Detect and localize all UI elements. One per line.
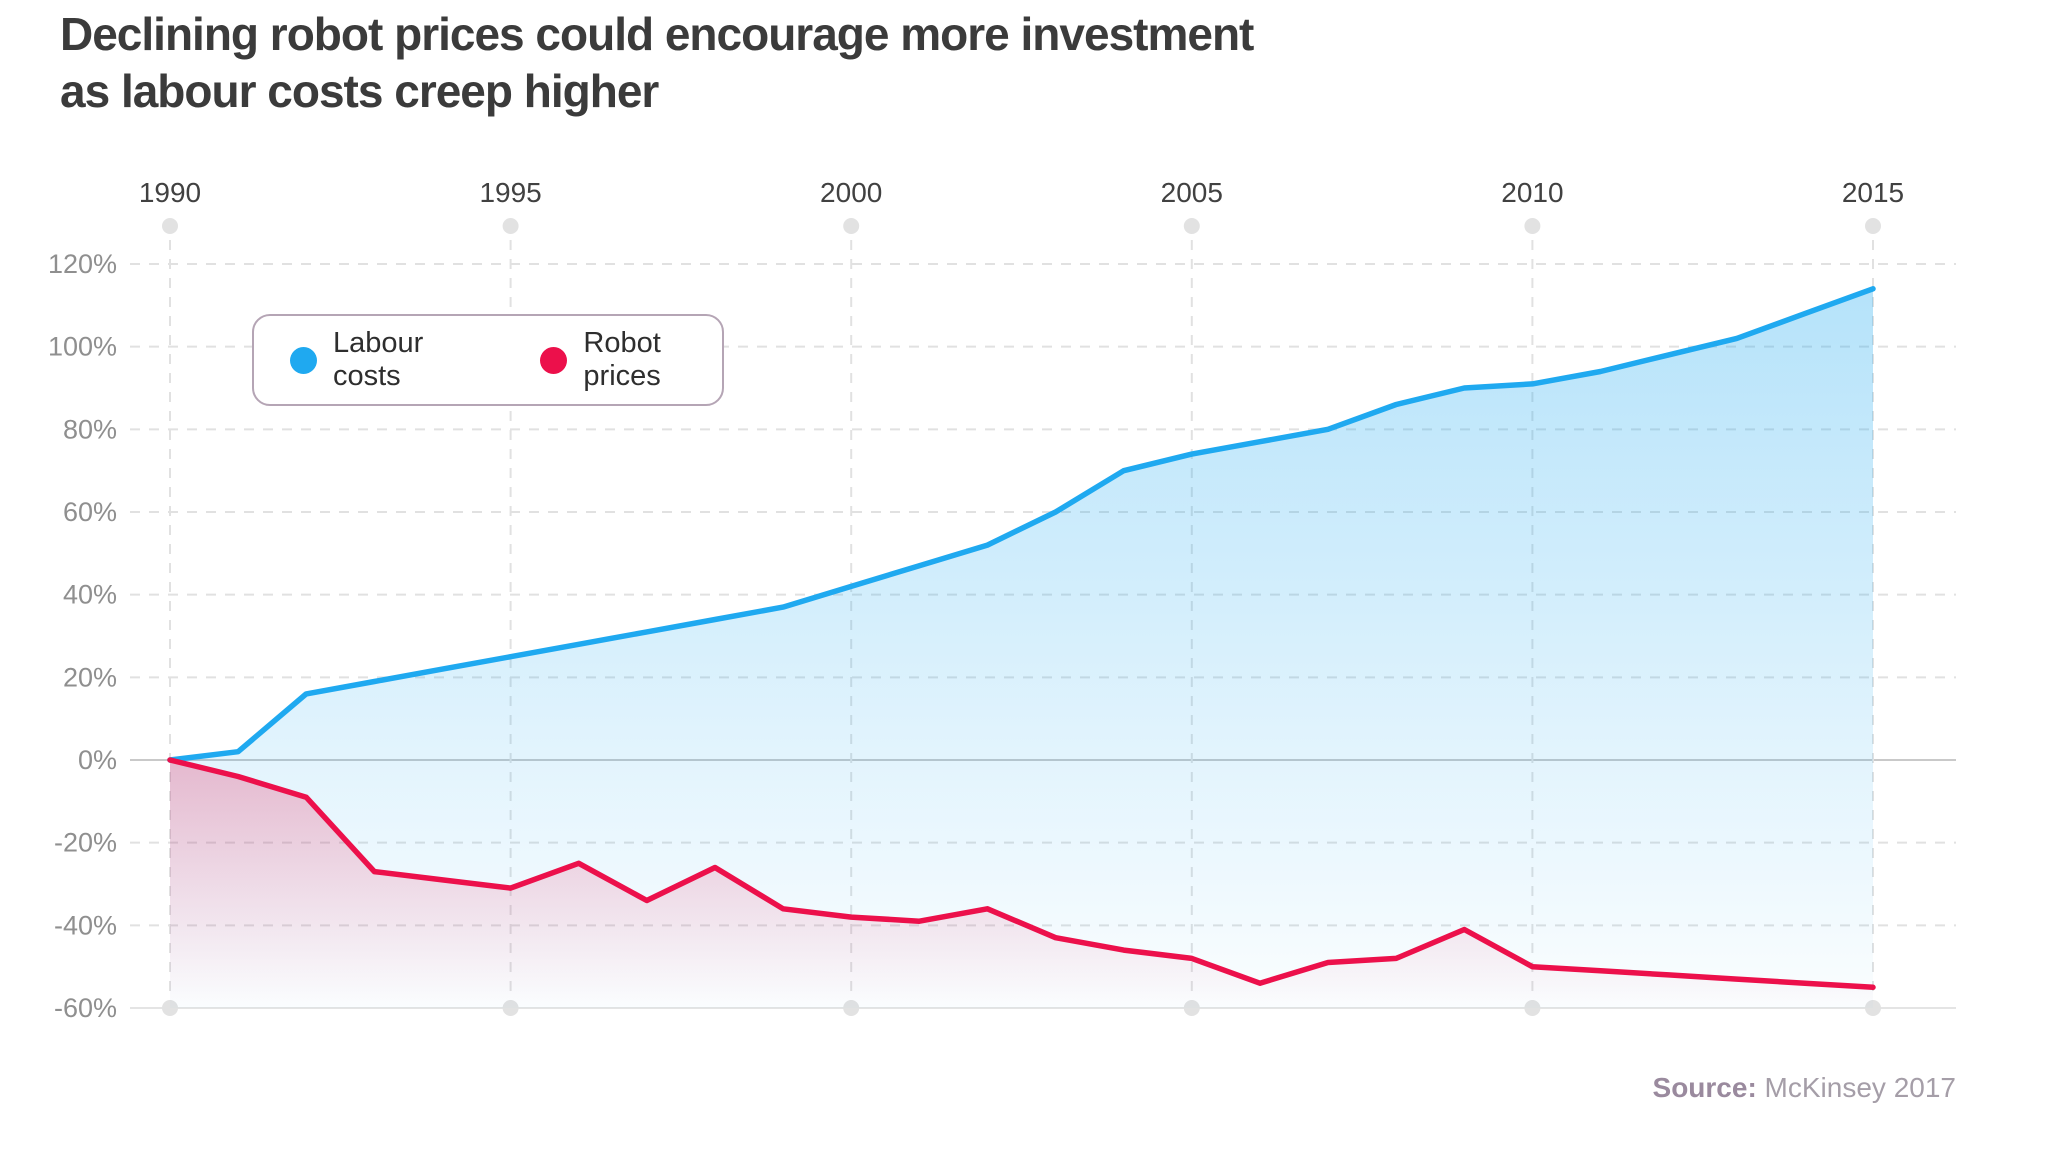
x-axis-label: 2005 xyxy=(1161,177,1223,208)
y-axis-label: 120% xyxy=(48,249,117,279)
chart-legend: Labour costs Robot prices xyxy=(252,314,724,406)
y-axis-label: 40% xyxy=(63,580,117,610)
y-axis-label: 0% xyxy=(78,745,117,775)
robot-prices-line xyxy=(167,757,1876,991)
x-axis-label: 1990 xyxy=(139,177,201,208)
legend-item-labour-costs[interactable]: Labour costs xyxy=(290,327,474,393)
axis-dot-top xyxy=(1183,218,1200,234)
series-areas xyxy=(170,288,1873,1008)
chart-title-line2: as labour costs creep higher xyxy=(60,65,659,117)
series-lines xyxy=(167,286,1876,991)
y-axis-label: -60% xyxy=(54,993,117,1023)
labour-costs-line xyxy=(167,286,1876,763)
axis-dot-top xyxy=(1524,218,1541,234)
y-axis-label: 100% xyxy=(48,332,117,362)
robot-prices-dot-icon xyxy=(540,346,568,374)
legend-label: Robot prices xyxy=(583,327,661,392)
axis-dot-top xyxy=(162,218,178,234)
labour-costs-dot-icon xyxy=(290,346,317,374)
y-axis-label: 80% xyxy=(63,414,117,444)
axis-dot-top xyxy=(502,218,519,234)
labour-costs-area xyxy=(170,288,1873,1008)
chart-title: Declining robot prices could encourage m… xyxy=(60,6,1820,120)
y-axis-label: 60% xyxy=(63,497,117,527)
x-axis-label: 2010 xyxy=(1501,177,1563,208)
x-axis-label: 2015 xyxy=(1842,177,1904,208)
axis-dot-top xyxy=(843,218,860,234)
legend-label: Labour costs xyxy=(333,327,424,392)
source-credit: Source: McKinsey 2017 xyxy=(1653,1072,1956,1104)
source-text: McKinsey 2017 xyxy=(1756,1072,1956,1103)
axis-dot-top xyxy=(1865,218,1881,234)
x-axis-label: 2000 xyxy=(820,177,882,208)
y-axis-label: 20% xyxy=(63,662,117,692)
x-axis-label: 1995 xyxy=(479,177,541,208)
robot-prices-area xyxy=(170,760,1873,1008)
chart-title-line1: Declining robot prices could encourage m… xyxy=(60,8,1254,60)
source-label: Source: xyxy=(1652,1072,1757,1103)
y-axis-label: -20% xyxy=(54,828,117,858)
legend-item-robot-prices[interactable]: Robot prices xyxy=(540,327,722,393)
y-axis-label: -40% xyxy=(54,910,117,940)
